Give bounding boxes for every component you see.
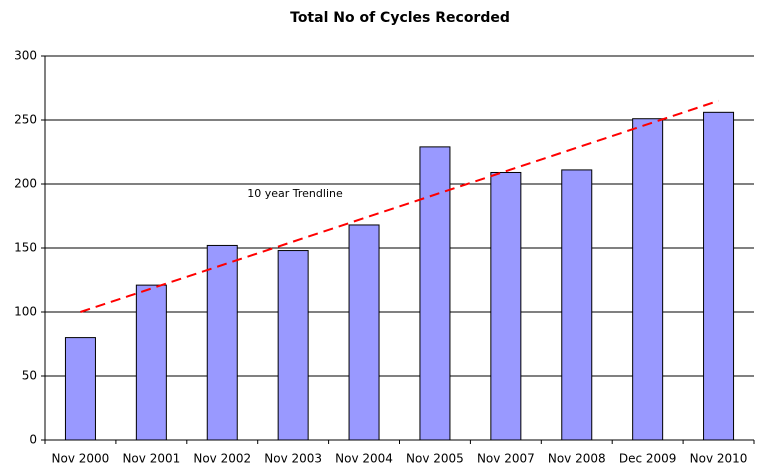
bar (135, 284, 167, 441)
x-tick-label: Nov 2002 (193, 452, 251, 466)
trendline (80, 99, 719, 313)
chart-title: Total No of Cycles Recorded (290, 10, 510, 26)
x-tick-label: Nov 2001 (122, 452, 180, 466)
y-tick-label: 150 (14, 241, 37, 255)
x-tick-label: Nov 2003 (264, 452, 322, 466)
y-tick-label: 0 (29, 433, 37, 447)
x-tick-label: Dec 2009 (619, 452, 677, 466)
x-tick-label: Nov 2005 (406, 452, 464, 466)
x-tick-label: Nov 2008 (548, 452, 606, 466)
bar (277, 250, 309, 441)
x-tick-label: Nov 2000 (52, 452, 110, 466)
bar (632, 118, 664, 441)
bar (561, 169, 593, 441)
trendline-label: 10 year Trendline (247, 187, 343, 200)
bar (490, 171, 522, 441)
y-tick-label: 100 (14, 305, 37, 319)
x-tick-label: Nov 2004 (335, 452, 393, 466)
x-tick-label: Nov 2007 (477, 452, 535, 466)
y-tick-label: 200 (14, 177, 37, 191)
bar (206, 244, 238, 441)
x-tick-label: Nov 2010 (690, 452, 748, 466)
y-tick-label: 250 (14, 113, 37, 127)
bar (348, 224, 380, 441)
bar (64, 337, 96, 441)
y-tick-label: 300 (14, 49, 37, 63)
bar (703, 111, 735, 441)
y-tick-label: 50 (22, 369, 37, 383)
